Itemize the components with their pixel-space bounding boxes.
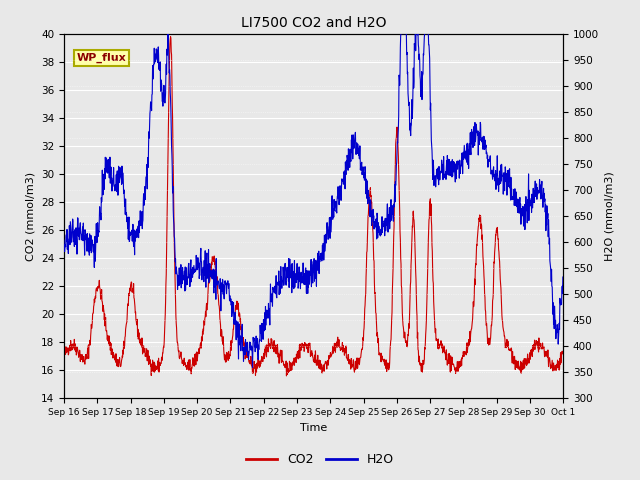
Title: LI7500 CO2 and H2O: LI7500 CO2 and H2O bbox=[241, 16, 387, 30]
Text: WP_flux: WP_flux bbox=[77, 53, 126, 63]
X-axis label: Time: Time bbox=[300, 423, 327, 432]
Y-axis label: H2O (mmol/m3): H2O (mmol/m3) bbox=[605, 171, 614, 261]
Legend: CO2, H2O: CO2, H2O bbox=[241, 448, 399, 471]
Y-axis label: CO2 (mmol/m3): CO2 (mmol/m3) bbox=[26, 171, 35, 261]
